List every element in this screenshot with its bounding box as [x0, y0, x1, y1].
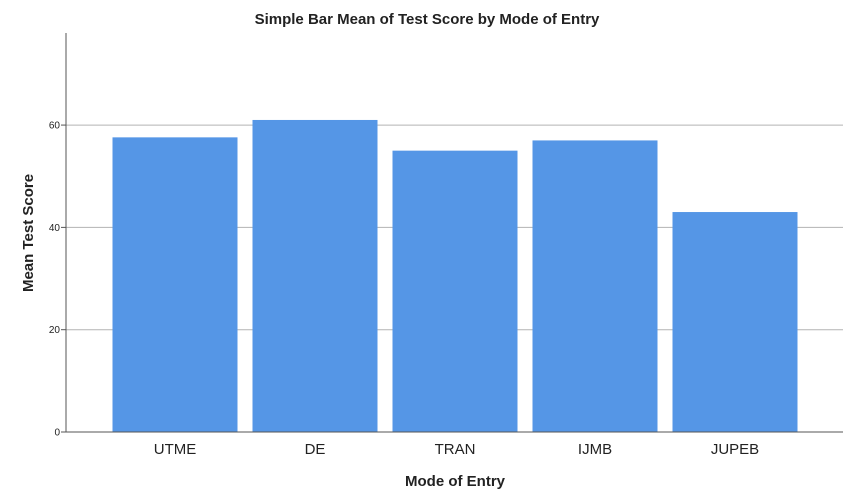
bars [112, 119, 798, 432]
y-tick-label: 0 [54, 428, 60, 439]
x-axis-title: Mode of Entry [405, 473, 506, 490]
x-tick-label: DE [305, 441, 326, 458]
y-tick-labels: 0 20 40 60 [49, 121, 61, 439]
y-axis-title: Mean Test Score [20, 174, 37, 292]
bar-de [252, 119, 378, 432]
chart-title: Simple Bar Mean of Test Score by Mode of… [255, 11, 600, 28]
x-tick-labels: UTME DE TRAN IJMB JUPEB [154, 441, 759, 458]
bar-tran [392, 150, 518, 432]
x-tick-label: IJMB [578, 441, 612, 458]
bar-utme [112, 137, 238, 432]
y-tick-label: 60 [49, 121, 61, 132]
axes [65, 33, 843, 433]
y-tick-label: 20 [49, 325, 61, 336]
x-tick-label: TRAN [435, 441, 476, 458]
bar-jupeb [672, 212, 798, 432]
y-tick-label: 40 [49, 223, 61, 234]
bar-ijmb [532, 140, 658, 432]
x-tick-label: UTME [154, 441, 197, 458]
x-tick-label: JUPEB [711, 441, 759, 458]
